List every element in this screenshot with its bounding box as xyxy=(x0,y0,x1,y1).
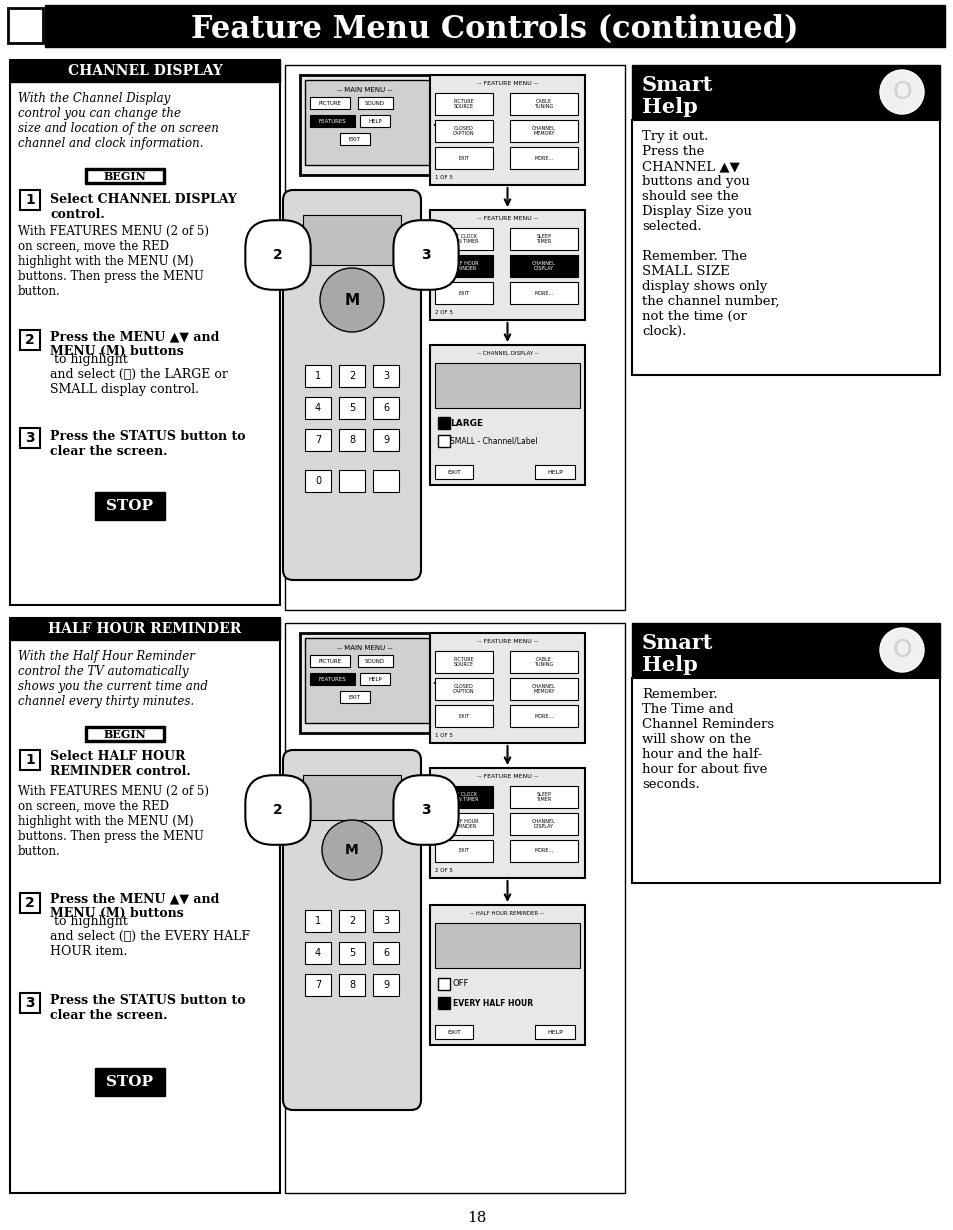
Text: 1 OF 5: 1 OF 5 xyxy=(435,175,453,180)
Circle shape xyxy=(319,268,384,332)
Text: SMALL - Channel/Label: SMALL - Channel/Label xyxy=(450,437,537,445)
FancyBboxPatch shape xyxy=(8,9,43,43)
Text: PICTURE: PICTURE xyxy=(318,101,341,106)
FancyBboxPatch shape xyxy=(283,750,420,1109)
FancyBboxPatch shape xyxy=(305,470,331,492)
Text: 6: 6 xyxy=(382,403,389,413)
Text: -- FEATURE MENU --: -- FEATURE MENU -- xyxy=(476,81,537,86)
Text: 3: 3 xyxy=(382,916,389,926)
Text: 2: 2 xyxy=(273,803,283,817)
Text: HALF HOUR
REMINDER: HALF HOUR REMINDER xyxy=(449,819,477,829)
Text: 9: 9 xyxy=(382,435,389,445)
FancyBboxPatch shape xyxy=(338,365,365,387)
Text: 8: 8 xyxy=(349,980,355,990)
FancyBboxPatch shape xyxy=(305,429,331,451)
FancyBboxPatch shape xyxy=(338,397,365,419)
Text: With FEATURES MENU (2 of 5)
on screen, move the RED
highlight with the MENU (M)
: With FEATURES MENU (2 of 5) on screen, m… xyxy=(18,785,209,859)
FancyBboxPatch shape xyxy=(373,470,398,492)
Text: LARGE: LARGE xyxy=(450,418,482,428)
FancyBboxPatch shape xyxy=(305,910,331,932)
Text: 1: 1 xyxy=(314,371,321,381)
Text: -- CHANNEL DISPLAY --: -- CHANNEL DISPLAY -- xyxy=(476,351,537,355)
Text: HELP: HELP xyxy=(547,470,562,475)
FancyBboxPatch shape xyxy=(510,121,578,141)
FancyBboxPatch shape xyxy=(631,121,939,375)
FancyBboxPatch shape xyxy=(435,282,493,304)
FancyBboxPatch shape xyxy=(87,728,163,740)
FancyBboxPatch shape xyxy=(338,974,365,996)
Text: Press the MENU ▲▼ and
MENU (M) buttons: Press the MENU ▲▼ and MENU (M) buttons xyxy=(50,892,219,920)
Text: 3: 3 xyxy=(25,996,34,1010)
FancyBboxPatch shape xyxy=(430,75,584,184)
FancyBboxPatch shape xyxy=(299,75,439,175)
FancyBboxPatch shape xyxy=(435,813,493,835)
FancyBboxPatch shape xyxy=(435,678,493,700)
FancyBboxPatch shape xyxy=(437,998,450,1009)
Text: Help: Help xyxy=(641,656,697,675)
FancyBboxPatch shape xyxy=(435,1025,473,1039)
Text: 18: 18 xyxy=(467,1212,486,1225)
Text: 4: 4 xyxy=(314,403,321,413)
Text: 3: 3 xyxy=(25,430,34,445)
FancyBboxPatch shape xyxy=(435,363,579,408)
Text: 1 OF 5: 1 OF 5 xyxy=(435,733,453,738)
Text: Remember.
The Time and
Channel Reminders
will show on the
hour and the half-
hou: Remember. The Time and Channel Reminders… xyxy=(641,688,773,791)
Text: HELP: HELP xyxy=(547,1030,562,1034)
Text: -- FEATURE MENU --: -- FEATURE MENU -- xyxy=(476,774,537,779)
Text: Press the MENU ▲▼ and
MENU (M) buttons: Press the MENU ▲▼ and MENU (M) buttons xyxy=(50,330,219,358)
Text: EXIT: EXIT xyxy=(447,470,460,475)
Text: With FEATURES MENU (2 of 5)
on screen, move the RED
highlight with the MENU (M)
: With FEATURES MENU (2 of 5) on screen, m… xyxy=(18,225,209,298)
Text: 3: 3 xyxy=(382,371,389,381)
Text: CLOSED
CAPTION: CLOSED CAPTION xyxy=(453,684,475,695)
Text: 0: 0 xyxy=(314,476,321,486)
FancyBboxPatch shape xyxy=(87,170,163,182)
Text: CLOSED
CAPTION: CLOSED CAPTION xyxy=(453,125,475,137)
Text: 2: 2 xyxy=(25,333,35,347)
Text: SOUND: SOUND xyxy=(365,658,385,663)
FancyBboxPatch shape xyxy=(510,228,578,250)
Text: to highlight
and select (✓) the LARGE or
SMALL display control.: to highlight and select (✓) the LARGE or… xyxy=(50,353,228,396)
FancyBboxPatch shape xyxy=(510,705,578,727)
FancyBboxPatch shape xyxy=(10,60,280,605)
FancyBboxPatch shape xyxy=(631,678,939,883)
Text: SET CLOCK
& ON TIMER: SET CLOCK & ON TIMER xyxy=(449,792,478,802)
Text: M: M xyxy=(344,293,359,308)
Text: EXIT: EXIT xyxy=(447,1030,460,1034)
FancyBboxPatch shape xyxy=(338,942,365,964)
FancyBboxPatch shape xyxy=(373,365,398,387)
Text: SLEEP
TIMER: SLEEP TIMER xyxy=(536,792,551,802)
Text: SET CLOCK
& ON TIMER: SET CLOCK & ON TIMER xyxy=(449,234,478,245)
FancyBboxPatch shape xyxy=(95,1068,165,1096)
Text: HALF HOUR
REMINDER: HALF HOUR REMINDER xyxy=(449,261,477,272)
FancyBboxPatch shape xyxy=(510,786,578,808)
FancyBboxPatch shape xyxy=(435,465,473,478)
Text: Try it out.
Press the
CHANNEL ▲▼
buttons and you
should see the
Display Size you: Try it out. Press the CHANNEL ▲▼ buttons… xyxy=(641,130,779,338)
Text: MORE...: MORE... xyxy=(534,155,553,160)
Text: -- FEATURE MENU --: -- FEATURE MENU -- xyxy=(476,216,537,221)
FancyBboxPatch shape xyxy=(373,397,398,419)
FancyBboxPatch shape xyxy=(373,910,398,932)
FancyBboxPatch shape xyxy=(435,121,493,141)
Text: EXIT: EXIT xyxy=(349,137,360,141)
Text: 8: 8 xyxy=(349,435,355,445)
Text: CHANNEL DISPLAY: CHANNEL DISPLAY xyxy=(68,64,222,77)
Text: 3: 3 xyxy=(420,803,431,817)
FancyBboxPatch shape xyxy=(430,768,584,878)
Text: EXIT: EXIT xyxy=(349,695,360,700)
Text: FEATURES: FEATURES xyxy=(317,676,346,681)
FancyBboxPatch shape xyxy=(299,633,439,733)
FancyBboxPatch shape xyxy=(305,365,331,387)
Text: 2: 2 xyxy=(349,371,355,381)
FancyBboxPatch shape xyxy=(303,775,400,820)
FancyBboxPatch shape xyxy=(338,910,365,932)
Text: 3: 3 xyxy=(420,248,431,262)
Text: 7: 7 xyxy=(314,980,321,990)
FancyBboxPatch shape xyxy=(435,705,493,727)
FancyBboxPatch shape xyxy=(373,942,398,964)
Text: STOP: STOP xyxy=(107,1075,153,1089)
Text: CHANNEL
DISPLAY: CHANNEL DISPLAY xyxy=(532,261,556,272)
Circle shape xyxy=(879,70,923,114)
Text: Help: Help xyxy=(641,97,697,117)
FancyBboxPatch shape xyxy=(338,429,365,451)
FancyBboxPatch shape xyxy=(310,114,355,127)
